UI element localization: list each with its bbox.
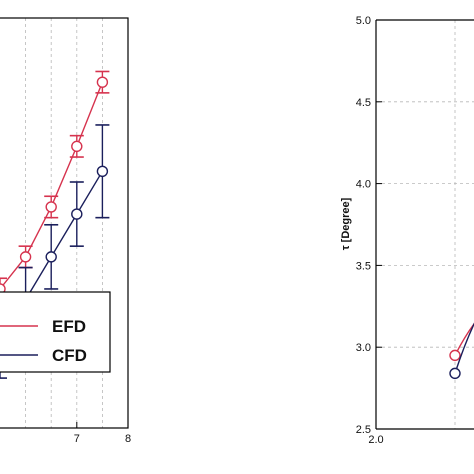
right-y-tick-label: 3.5 xyxy=(356,260,371,272)
right-chart: 2.5 3.0 3.5 4.0 4.5 5.0 2.03.03.5 τ [Degree] xyxy=(340,15,474,446)
right-point-efd xyxy=(449,349,461,362)
right-y-tick-label: 4.0 xyxy=(356,179,371,191)
legend-label-cfd: CFD xyxy=(52,346,87,365)
right-y-axis-label: τ [Degree] xyxy=(340,197,352,250)
left-point-efd xyxy=(45,201,57,213)
left-point-cfd xyxy=(96,165,109,178)
legend-label-efd: EFD xyxy=(52,317,86,336)
right-x-ticks: 2.03.03.5 xyxy=(368,423,384,446)
left-point-efd xyxy=(96,76,109,88)
right-y-tick-label: 5.0 xyxy=(356,15,371,27)
right-x-tick-label: 2.0 xyxy=(368,434,383,446)
right-series-layer xyxy=(449,322,474,380)
left-point-cfd xyxy=(45,251,57,263)
right-point-cfd xyxy=(449,367,461,380)
right-y-tick-label: 4.5 xyxy=(356,97,371,109)
left-point-cfd xyxy=(71,208,83,220)
legend: EFD CFD xyxy=(0,291,111,373)
right-y-tick-label: 2.5 xyxy=(356,424,371,436)
left-x-tick-label: 7 xyxy=(74,433,80,445)
right-grid xyxy=(376,20,474,429)
legend-box xyxy=(0,291,111,373)
right-series-line-efd xyxy=(454,322,474,356)
left-x-tick-label: 8 xyxy=(125,433,131,445)
right-y-tick-label: 3.0 xyxy=(356,342,371,354)
left-point-efd xyxy=(71,140,83,153)
left-point-efd xyxy=(19,251,32,263)
left-plot-frame xyxy=(0,17,129,429)
right-y-ticks: 2.5 3.0 3.5 4.0 4.5 5.0 xyxy=(356,15,382,436)
